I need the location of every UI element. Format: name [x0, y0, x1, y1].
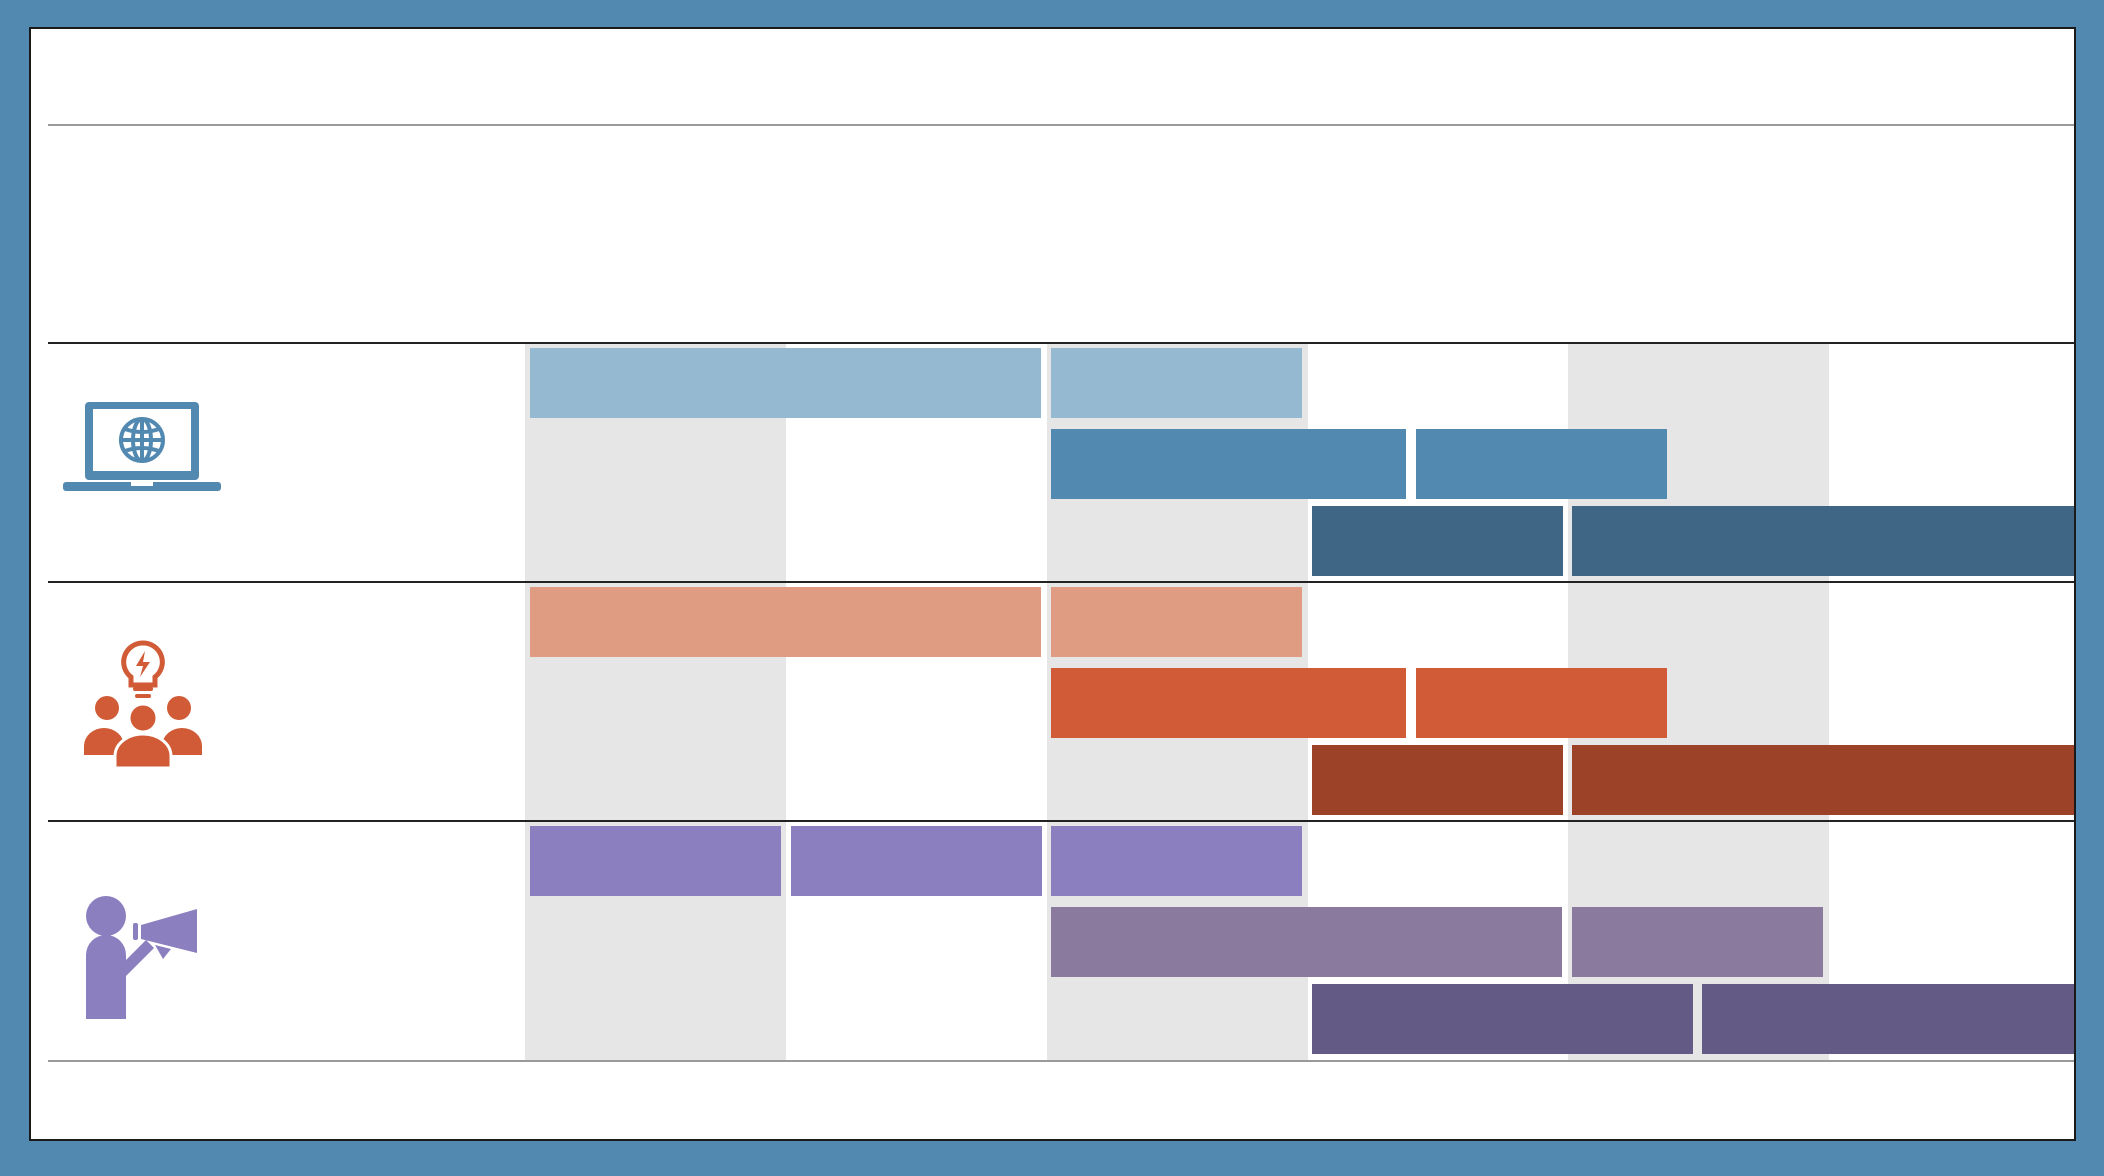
web-task-bar	[1572, 506, 2074, 576]
team-lightbulb-icon	[79, 638, 209, 768]
web-task-bar	[1051, 348, 1302, 418]
web-task-bar	[1051, 429, 1406, 499]
marketing-task-bar	[791, 826, 1042, 896]
web-task-bar	[530, 348, 1041, 418]
row-divider-bottom	[48, 1060, 2074, 1062]
marketing-task-bar	[1051, 907, 1562, 977]
title-divider	[48, 124, 2074, 126]
team-task-bar	[1572, 745, 2074, 815]
laptop-globe-icon	[63, 398, 223, 498]
column-band-1	[525, 344, 786, 1061]
row-divider-1	[48, 581, 2074, 583]
team-task-bar	[1051, 587, 1302, 657]
marketing-task-bar	[1702, 984, 2074, 1054]
team-task-bar	[1416, 668, 1667, 738]
marketing-task-bar	[530, 826, 781, 896]
marketing-task-bar	[1051, 826, 1302, 896]
roadmap-slide	[29, 27, 2076, 1141]
team-task-bar	[1051, 668, 1406, 738]
megaphone-person-icon	[83, 889, 203, 1019]
marketing-task-bar	[1312, 984, 1693, 1054]
column-header-divider	[48, 342, 2074, 344]
row-divider-2	[48, 820, 2074, 822]
team-task-bar	[1312, 745, 1563, 815]
marketing-task-bar	[1572, 907, 1823, 977]
team-task-bar	[530, 587, 1041, 657]
web-task-bar	[1416, 429, 1667, 499]
web-task-bar	[1312, 506, 1563, 576]
